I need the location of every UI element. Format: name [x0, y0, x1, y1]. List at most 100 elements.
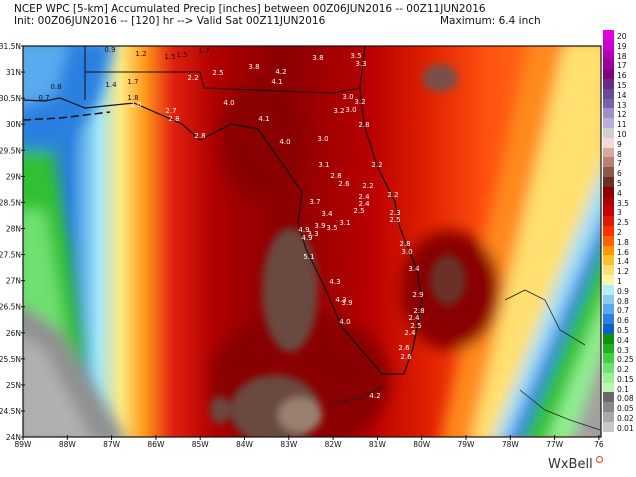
legend-swatch [603, 206, 614, 217]
legend-label: 9 [617, 139, 622, 149]
legend-item: 20 [603, 30, 636, 41]
legend-swatch [603, 255, 614, 266]
legend-label: 0.9 [617, 286, 629, 296]
legend-label: 0.5 [617, 325, 629, 335]
contour-label: 3.0 [345, 106, 356, 114]
contour-label: 5.1 [303, 253, 314, 261]
contour-label: 3.4 [408, 265, 420, 273]
lat-tick-label: 24N [6, 433, 21, 442]
contour-label: 2.5 [410, 322, 421, 330]
legend-swatch [603, 412, 614, 422]
contour-label: 3.8 [312, 54, 323, 62]
contour-label: 2.4 [408, 314, 420, 322]
legend-item: 10 [603, 127, 636, 139]
legend-swatch [603, 69, 614, 79]
legend-label: 20 [617, 32, 627, 41]
legend-swatch [603, 353, 614, 364]
lon-tick-label: 81W [369, 440, 387, 449]
lon-tick-label: 77W [546, 440, 564, 449]
legend-swatch [603, 382, 614, 393]
contour-label: 2.6 [398, 344, 410, 352]
legend-item: 2 [603, 225, 636, 237]
contour-label: 3.3 [355, 60, 366, 68]
color-legend: 20 19 18 17 16 15 14 13 12 11 10 9 8 7 6 5 4 3.5 3 2.5 2 1.8 1… [603, 30, 636, 433]
legend-label: 1.2 [617, 267, 629, 277]
legend-swatch [603, 225, 614, 236]
legend-swatch [603, 421, 614, 432]
contour-label: 2.5 [212, 69, 223, 77]
contour-label: 2.5 [353, 207, 364, 215]
legend-label: 3.5 [617, 198, 629, 208]
contour-label: 3.5 [350, 52, 361, 60]
contour-label: 2.6 [400, 353, 412, 361]
legend-swatch [603, 118, 614, 128]
contour-label: 2.8 [399, 240, 410, 248]
legend-item: 0.08 [603, 392, 636, 404]
contour-label: 1.7 [127, 78, 138, 86]
legend-swatch [603, 147, 614, 158]
lat-tick-label: 27N [6, 277, 21, 286]
contour-label: 4.2 [369, 392, 380, 400]
wxbell-logo: WxBell [548, 457, 593, 472]
legend-swatch [603, 235, 614, 246]
contour-label: 2.0 [130, 101, 141, 109]
contour-labels: 0.9 1.2 1.5 1.5 1.72.21.4 1.70.80.7 1.82.02.72… [38, 46, 424, 400]
contour-label: 2.8 [194, 132, 205, 140]
contour-label: 4.1 [271, 78, 282, 86]
contour-label: 3.1 [318, 161, 329, 169]
legend-item: 0.8 [603, 294, 636, 306]
legend-label: 16 [617, 71, 627, 81]
contour-label: 2.6 [338, 180, 350, 188]
contour-label: 1.7 [198, 47, 209, 55]
contour-label: 4.3 [335, 296, 346, 304]
legend-label: 13 [617, 100, 627, 110]
lat-tick-label: 27.5N [0, 251, 21, 260]
state-border [85, 71, 361, 94]
legend-item: 15 [603, 78, 636, 90]
legend-label: 1.4 [617, 257, 629, 267]
lon-tick-label: 86W [147, 440, 165, 449]
legend-swatch [603, 216, 614, 226]
contour-label: 1.2 [135, 50, 146, 58]
legend-item: 1.6 [603, 245, 636, 257]
legend-swatch [603, 88, 614, 99]
contour-label: 4.1 [258, 115, 269, 123]
legend-swatch [603, 304, 614, 315]
legend-label: 0.08 [617, 394, 634, 404]
legend-label: 5 [617, 178, 622, 188]
legend-item: 0.25 [603, 353, 636, 365]
legend-swatch [603, 323, 614, 334]
legend-item: 19 [603, 39, 636, 51]
contour-label: 0.7 [38, 94, 49, 102]
legend-swatch [603, 343, 614, 354]
lon-tick-label: 88W [59, 440, 77, 449]
legend-label: 4 [617, 188, 622, 198]
contour-label: 3.7 [309, 198, 320, 206]
legend-label: 0.25 [617, 355, 634, 365]
legend-label: 0.05 [617, 404, 634, 414]
legend-swatch [603, 167, 614, 177]
contour-label: 3.0 [401, 248, 412, 256]
legend-swatch [603, 372, 614, 383]
legend-label: 1 [617, 276, 622, 286]
legend-item: 0.7 [603, 304, 636, 315]
legend-item: 7 [603, 157, 636, 168]
contour-label: 0.9 [104, 46, 115, 54]
lat-tick-label: 30N [6, 120, 21, 129]
legend-swatch [603, 108, 614, 119]
legend-label: 1.6 [617, 247, 629, 257]
legend-swatch [603, 294, 614, 305]
lat-tick-label: 31N [6, 68, 21, 77]
legend-swatch [603, 186, 614, 197]
legend-label: 2 [617, 227, 622, 237]
contour-label: 3.2 [354, 98, 365, 106]
legend-item: 13 [603, 98, 636, 110]
legend-item: 0.5 [603, 323, 636, 335]
legend-label: 1.8 [617, 237, 629, 247]
legend-label: 15 [617, 80, 627, 90]
contour-label: 3.5 [326, 224, 337, 232]
florida-keys [329, 384, 386, 405]
legend-swatch [603, 30, 614, 40]
precip-field: 0.9 1.2 1.5 1.5 1.72.21.4 1.70.80.7 1.82.02.72… [23, 46, 601, 437]
contour-label: 2.5 [389, 216, 400, 224]
